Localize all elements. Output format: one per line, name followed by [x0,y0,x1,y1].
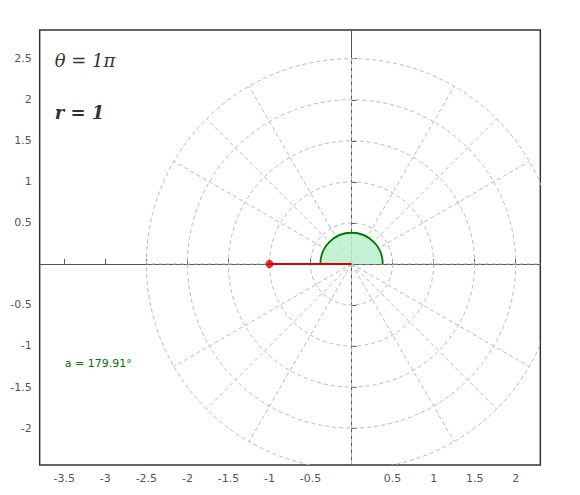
svg-text:-3.5: -3.5 [54,472,75,485]
svg-text:2.5: 2.5 [14,52,32,65]
svg-text:1: 1 [430,472,437,485]
svg-text:1: 1 [25,175,32,188]
svg-text:-0.5: -0.5 [10,298,31,311]
svg-text:2: 2 [25,93,32,106]
svg-text:a = 179.91°: a = 179.91° [65,357,132,370]
svg-text:-3: -3 [100,472,111,485]
svg-text:θ = 1π: θ = 1π [55,50,117,71]
svg-text:1.5: 1.5 [466,472,484,485]
svg-text:-2: -2 [21,422,32,435]
svg-text:1.5: 1.5 [14,134,32,147]
svg-text:-0.5: -0.5 [300,472,321,485]
svg-text:-1: -1 [21,339,32,352]
svg-text:-2.5: -2.5 [136,472,157,485]
svg-text:0.5: 0.5 [14,216,32,229]
svg-text:r = 1: r = 1 [55,102,105,123]
svg-text:-2: -2 [182,472,193,485]
svg-text:-1.5: -1.5 [218,472,239,485]
svg-text:2: 2 [512,472,519,485]
svg-text:0.5: 0.5 [384,472,402,485]
svg-text:-1.5: -1.5 [10,381,31,394]
svg-text:-1: -1 [264,472,275,485]
